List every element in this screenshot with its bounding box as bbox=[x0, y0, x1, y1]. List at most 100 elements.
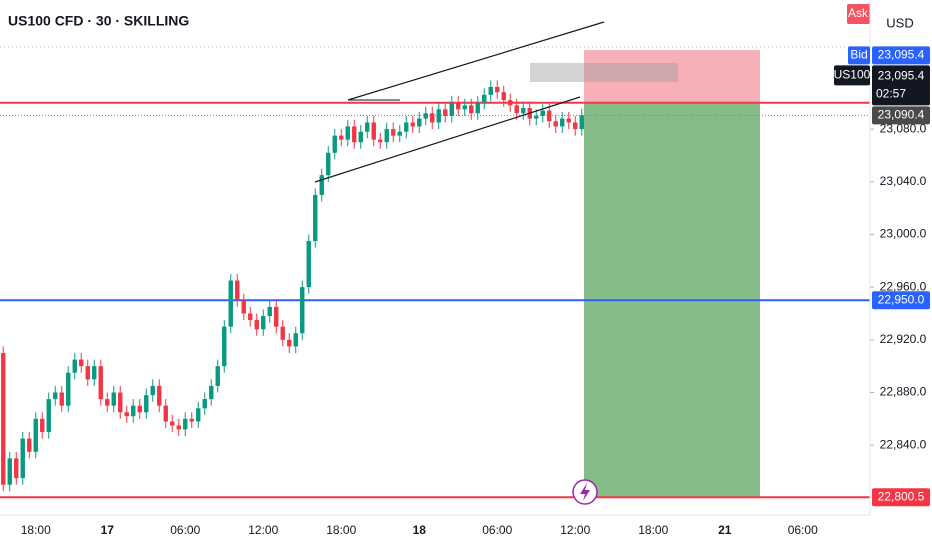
candle-body bbox=[547, 110, 552, 122]
candle-body bbox=[163, 405, 168, 422]
last-name: US100 bbox=[834, 68, 871, 82]
candle-body bbox=[469, 105, 474, 114]
candle-body bbox=[404, 122, 409, 132]
candle-body bbox=[209, 385, 214, 400]
y-tick-label: 22,960.0 bbox=[880, 279, 927, 293]
x-tick-label: 18:00 bbox=[326, 523, 356, 537]
position-zones bbox=[584, 50, 760, 498]
stop-zone bbox=[584, 50, 760, 103]
candle-body bbox=[20, 438, 25, 479]
candle-body bbox=[293, 333, 298, 347]
candle-body bbox=[365, 122, 370, 132]
candle-body bbox=[176, 425, 181, 430]
x-tick-label: 12:00 bbox=[560, 523, 590, 537]
candle-body bbox=[280, 326, 285, 340]
candle-body bbox=[443, 109, 448, 116]
candle-body bbox=[46, 399, 51, 433]
candle-body bbox=[92, 366, 97, 380]
price-badge-label: 22,800.5 bbox=[878, 489, 925, 503]
price-badge bbox=[872, 291, 930, 310]
candle-body bbox=[79, 359, 84, 367]
last-badge bbox=[872, 65, 930, 106]
candle-body bbox=[397, 131, 402, 136]
candle-body bbox=[85, 366, 90, 380]
candle-body bbox=[540, 110, 545, 116]
candle-body bbox=[553, 121, 558, 127]
candle-body bbox=[482, 94, 487, 103]
candle-body bbox=[534, 115, 539, 119]
candle-body bbox=[313, 194, 318, 242]
candle-body bbox=[371, 122, 376, 140]
candle-body bbox=[105, 399, 110, 406]
candle-body bbox=[241, 300, 246, 314]
y-tick-label: 22,880.0 bbox=[880, 385, 927, 399]
countdown: 02:57 bbox=[876, 87, 906, 101]
chart-title: US100 CFD · 30 · SKILLING bbox=[8, 13, 189, 29]
y-tick-label: 23,040.0 bbox=[880, 174, 927, 188]
y-tick-label: 23,080.0 bbox=[880, 121, 927, 135]
candle-body bbox=[358, 131, 363, 143]
x-tick-label: 06:00 bbox=[788, 523, 818, 537]
candle-body bbox=[124, 412, 129, 417]
candle-body bbox=[521, 108, 526, 114]
bid-name: Bid bbox=[850, 48, 867, 62]
axes: 22,840.0 22,880.0 22,920.0 22,960.0 23,000.0… bbox=[0, 0, 930, 537]
candle-body bbox=[488, 86, 493, 95]
candle-body bbox=[560, 118, 565, 127]
candle-body bbox=[430, 113, 435, 123]
candle-body bbox=[345, 126, 350, 140]
price-lines bbox=[0, 101, 870, 499]
candle-body bbox=[579, 115, 584, 130]
candle-body bbox=[66, 372, 71, 406]
candle-body bbox=[235, 280, 240, 301]
candle-body bbox=[300, 287, 305, 334]
candle-body bbox=[495, 86, 500, 93]
bid-badge-label: 23,095.4 bbox=[878, 48, 925, 62]
candle-body bbox=[339, 135, 344, 140]
x-tick-label: 17 bbox=[101, 523, 115, 537]
candle-body bbox=[59, 392, 64, 406]
current-badge bbox=[872, 106, 930, 125]
candle-body bbox=[215, 366, 220, 386]
ask-badge[interactable] bbox=[847, 4, 870, 24]
candle-body bbox=[423, 113, 428, 119]
bid-badge bbox=[872, 46, 930, 65]
candle-body bbox=[144, 395, 149, 413]
candle-body bbox=[27, 438, 32, 452]
x-tick-label: 06:00 bbox=[482, 523, 512, 537]
candle-body bbox=[254, 320, 259, 330]
candle-body bbox=[326, 152, 331, 176]
candle-body bbox=[137, 405, 142, 413]
y-tick-label: 22,920.0 bbox=[880, 332, 927, 346]
candle-body bbox=[352, 126, 357, 143]
candle-body bbox=[98, 366, 103, 400]
x-tick-label: 18 bbox=[413, 523, 427, 537]
currency[interactable]: USD bbox=[886, 15, 913, 30]
lightning bbox=[580, 483, 590, 501]
candle-body bbox=[189, 418, 194, 422]
candle-body bbox=[417, 118, 422, 127]
candle-body bbox=[449, 102, 454, 116]
candle-body bbox=[261, 316, 266, 330]
price-badge bbox=[872, 488, 930, 507]
candle-body bbox=[287, 339, 292, 347]
channel-upper bbox=[347, 21, 605, 101]
candle-body bbox=[508, 100, 513, 106]
price-badge-label: 22,950.0 bbox=[878, 292, 925, 306]
candle-body bbox=[228, 280, 233, 327]
candle-body bbox=[157, 385, 162, 406]
candle-body bbox=[248, 313, 253, 321]
candle-body bbox=[40, 418, 45, 433]
candle-body bbox=[475, 102, 480, 114]
candle-body bbox=[183, 418, 188, 430]
bid-name-badge bbox=[848, 46, 870, 65]
candle-body bbox=[274, 306, 279, 327]
candle-body bbox=[150, 385, 155, 396]
candle-body bbox=[111, 392, 116, 406]
candle-body bbox=[573, 122, 578, 130]
candle-body bbox=[332, 135, 337, 153]
candle-body bbox=[391, 129, 396, 136]
candle-body bbox=[196, 408, 201, 422]
